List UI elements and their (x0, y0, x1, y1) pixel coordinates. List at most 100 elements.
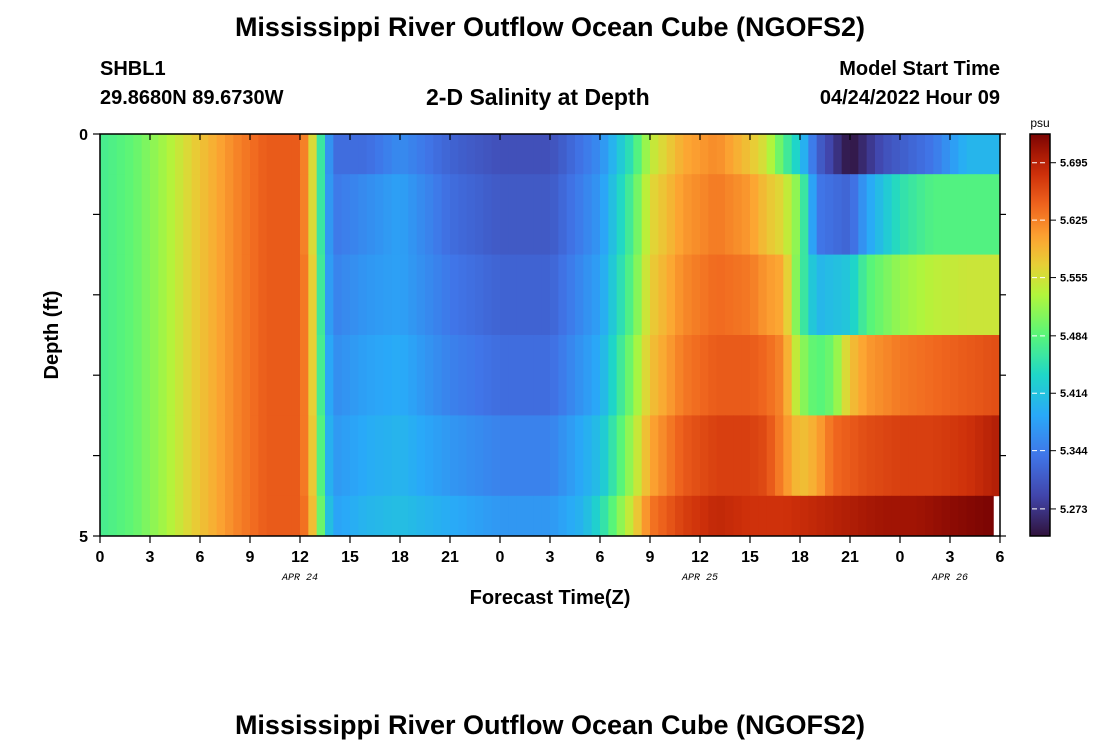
heatmap-cell-layer-1 (425, 134, 434, 175)
heatmap-cell-layer-3 (466, 254, 476, 336)
heatmap-cell-layer-4 (308, 335, 318, 416)
heatmap-cell-layer-2 (250, 174, 259, 255)
heatmap-cell-layer-3 (458, 254, 468, 336)
heatmap-cell-layer-3 (266, 254, 276, 336)
chart-title: Mississippi River Outflow Ocean Cube (NG… (234, 12, 866, 42)
heatmap-cell-layer-4 (491, 335, 501, 416)
heatmap-cell-layer-5 (400, 415, 409, 497)
heatmap-cell-layer-4 (458, 335, 468, 416)
heatmap-cell-layer-6 (666, 495, 676, 537)
heatmap-cell-layer-1 (408, 134, 418, 175)
heatmap-cell-layer-3 (825, 254, 834, 336)
heatmap-cell-layer-5 (266, 415, 276, 497)
heatmap-cell-layer-2 (491, 174, 501, 255)
heatmap-cell-layer-1 (733, 134, 743, 175)
heatmap-cell-layer-1 (141, 134, 151, 175)
heatmap-cell-layer-6 (791, 495, 801, 537)
heatmap-cell-layer-2 (316, 174, 326, 255)
x-tick-label: 9 (246, 549, 255, 566)
heatmap-cell-layer-3 (525, 254, 534, 336)
date-label: APR 26 (931, 573, 968, 584)
heatmap-cell-layer-3 (416, 254, 426, 336)
heatmap-cell-layer-4 (475, 335, 484, 416)
heatmap-cell-layer-2 (416, 174, 426, 255)
heatmap-cell-layer-3 (808, 254, 818, 336)
heatmap-cell-layer-1 (200, 134, 209, 175)
heatmap-cell-layer-1 (358, 134, 368, 175)
heatmap-cell-layer-5 (666, 415, 676, 497)
station-coordinates: 29.8680N 89.6730W (100, 87, 284, 109)
heatmap-cell-layer-5 (316, 415, 326, 497)
heatmap-cell-layer-6 (150, 495, 159, 537)
heatmap-cell-layer-6 (416, 495, 426, 537)
heatmap-cell-layer-5 (958, 415, 968, 497)
heatmap-cell-layer-4 (241, 335, 251, 416)
heatmap-cell-layer-5 (700, 415, 709, 497)
heatmap-cell-layer-5 (891, 415, 901, 497)
heatmap-cell-layer-5 (916, 415, 926, 497)
heatmap-cell-layer-2 (516, 174, 526, 255)
heatmap-cell-layer-6 (325, 495, 334, 537)
heatmap-cell-layer-6 (133, 495, 143, 537)
heatmap-cell-layer-4 (641, 335, 651, 416)
heatmap-cell-layer-2 (475, 174, 484, 255)
heatmap-cell-layer-3 (733, 254, 743, 336)
heatmap-cell-layer-3 (650, 254, 659, 336)
heatmap-cell-layer-1 (333, 134, 343, 175)
heatmap-cell-layer-5 (683, 415, 693, 497)
heatmap-cell-layer-1 (566, 134, 576, 175)
heatmap-cell-layer-5 (391, 415, 401, 497)
heatmap-cell-layer-4 (950, 335, 959, 416)
heatmap-cell-layer-6 (233, 495, 243, 537)
heatmap-cell-layer-2 (608, 174, 618, 255)
y-axis: 05 (79, 127, 1006, 546)
heatmap-cell-layer-5 (975, 415, 984, 497)
heatmap-cell-layer-3 (583, 254, 593, 336)
heatmap-cell-layer-1 (125, 134, 134, 175)
x-axis-label: Forecast Time(Z) (470, 587, 631, 609)
heatmap-cell-layer-3 (508, 254, 518, 336)
heatmap-cell-layer-2 (925, 174, 934, 255)
heatmap-cell-layer-2 (191, 174, 201, 255)
heatmap-cell-layer-2 (525, 174, 534, 255)
heatmap-cell-layer-5 (366, 415, 376, 497)
heatmap-cell-layer-3 (816, 254, 826, 336)
heatmap-cell-layer-6 (125, 495, 134, 537)
heatmap-cell-layer-3 (741, 254, 751, 336)
heatmap-cell-layer-5 (608, 415, 618, 497)
heatmap-cell-layer-4 (216, 335, 226, 416)
colorbar-tick-label: 5.414 (1060, 388, 1088, 400)
heatmap-cell-layer-4 (866, 335, 876, 416)
heatmap-cell-layer-2 (683, 174, 693, 255)
heatmap-cell-layer-4 (533, 335, 543, 416)
y-tick-label: 0 (79, 127, 88, 144)
heatmap-cell-layer-3 (991, 254, 1001, 336)
heatmap-cell-layer-1 (933, 134, 943, 175)
heatmap-cell-layer-6 (866, 495, 876, 537)
heatmap-cell-layer-5 (833, 415, 843, 497)
heatmap-cell-layer-3 (941, 254, 951, 336)
heatmap-cell-layer-1 (716, 134, 726, 175)
heatmap-cell-layer-6 (616, 495, 626, 537)
heatmap-cell-layer-2 (266, 174, 276, 255)
heatmap-cell-layer-4 (258, 335, 268, 416)
heatmap-cell-layer-3 (308, 254, 318, 336)
heatmap-cell-layer-4 (891, 335, 901, 416)
heatmap-cell-layer-6 (100, 495, 109, 537)
heatmap-cell-layer-6 (691, 495, 701, 537)
heatmap-cell-layer-2 (658, 174, 668, 255)
heatmap-cell-layer-3 (975, 254, 984, 336)
heatmap-cell-layer-1 (283, 134, 293, 175)
heatmap-cell-layer-5 (441, 415, 451, 497)
heatmap-cell-layer-6 (750, 495, 759, 537)
heatmap-cell-layer-4 (733, 335, 743, 416)
heatmap-cell-layer-6 (925, 495, 934, 537)
x-tick-label: 21 (841, 549, 859, 566)
heatmap-cell-layer-1 (816, 134, 826, 175)
station-id: SHBL1 (100, 58, 166, 80)
heatmap-cell-layer-6 (533, 495, 543, 537)
heatmap-cell-layer-5 (483, 415, 493, 497)
heatmap-cell-layer-6 (583, 495, 593, 537)
heatmap-cell-layer-6 (900, 495, 909, 537)
heatmap-cell-layer-1 (433, 134, 443, 175)
